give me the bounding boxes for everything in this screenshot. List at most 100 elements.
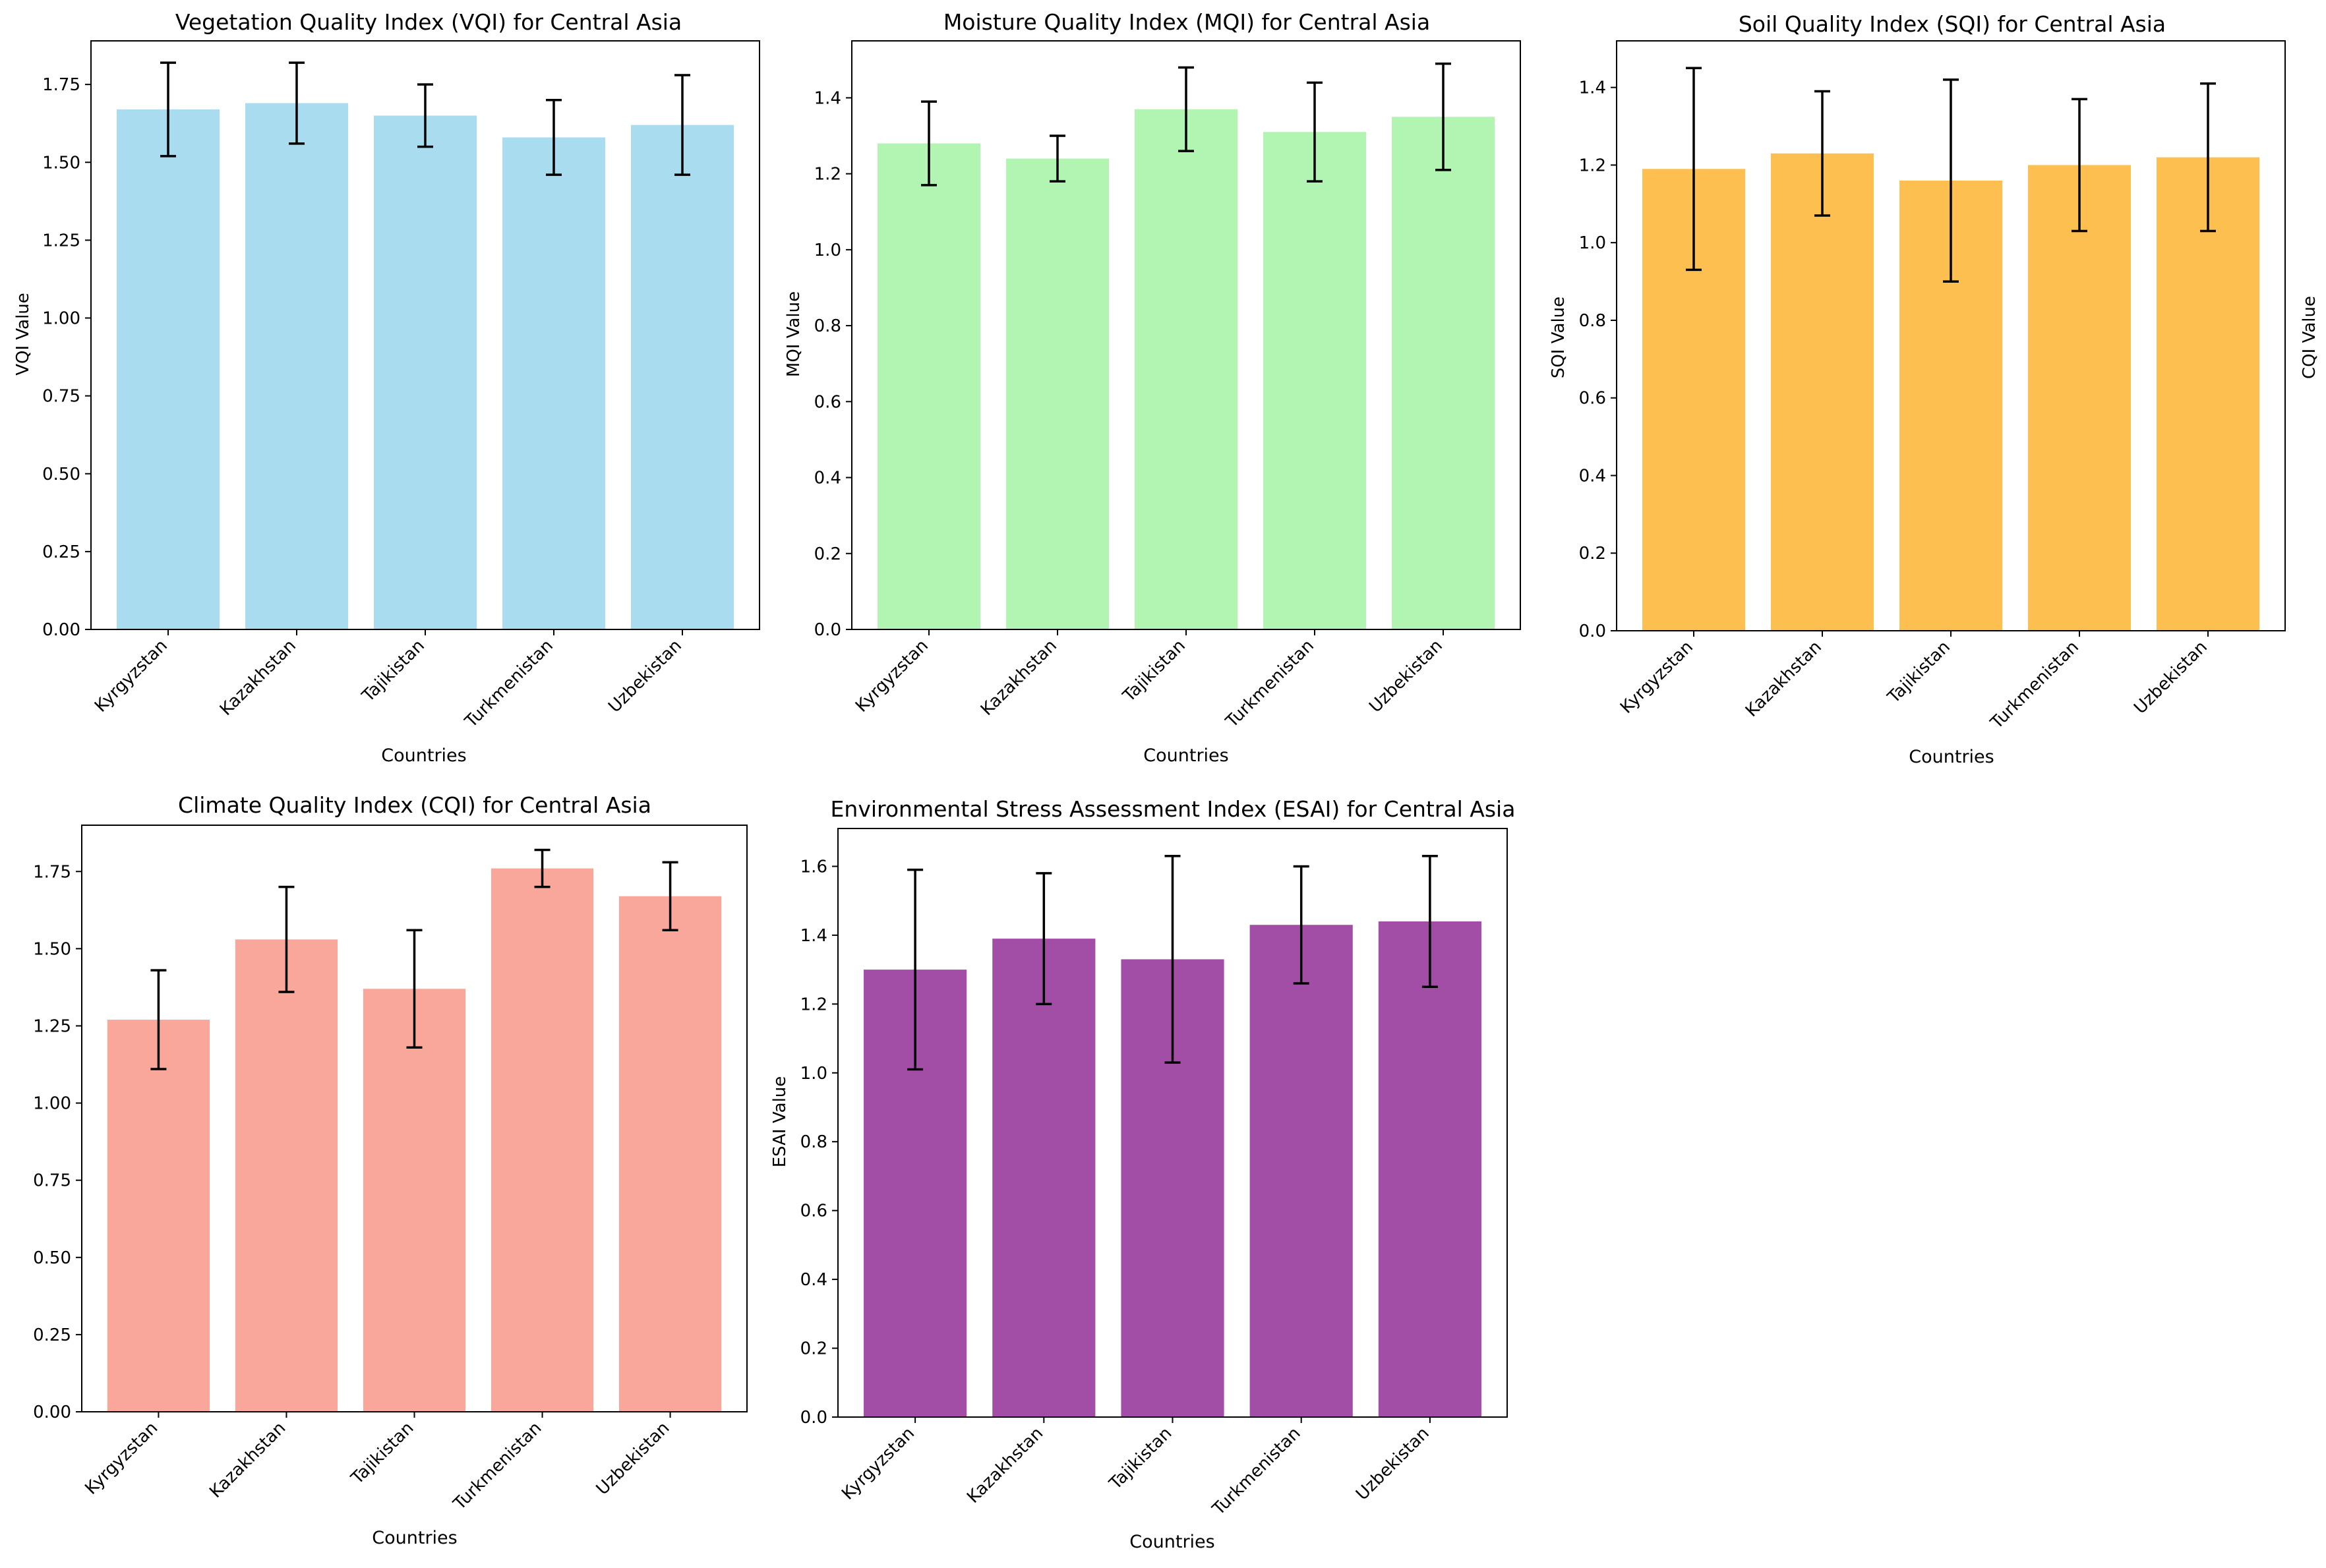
y-tick-label: 1.50 xyxy=(42,153,80,173)
y-axis-label: CQI Value xyxy=(2300,296,2319,379)
bar xyxy=(631,125,734,630)
plot-area: 0.000.250.500.751.001.251.501.75Kyrgyzst… xyxy=(42,40,760,732)
y-tick-label: 1.2 xyxy=(1579,156,1606,175)
error-bar xyxy=(2072,98,2087,233)
error-bar xyxy=(907,868,924,1071)
bar xyxy=(1771,153,1874,631)
x-axis-label: Countries xyxy=(1129,1532,1214,1552)
error-bar xyxy=(150,969,167,1070)
error-bar xyxy=(1050,134,1065,183)
error-bar xyxy=(1164,855,1181,1064)
y-tick-label: 0.25 xyxy=(42,542,80,562)
y-axis-label: ESAI Value xyxy=(770,1076,790,1168)
y-axis-label: MQI Value xyxy=(784,291,804,377)
bar xyxy=(245,103,348,629)
y-tick-label: 0.50 xyxy=(42,465,80,484)
bar xyxy=(878,143,980,630)
y-tick-label: 0.8 xyxy=(1579,311,1606,331)
error-bar xyxy=(406,929,423,1049)
error-bar xyxy=(1178,66,1194,152)
error-bar xyxy=(2200,82,2216,233)
y-tick-label: 1.25 xyxy=(42,231,80,250)
chart-title: Vegetation Quality Index (VQI) for Centr… xyxy=(175,9,682,35)
error-bar xyxy=(534,848,551,888)
chart-title: Environmental Stress Assessment Index (E… xyxy=(831,796,1516,822)
y-tick-label: 1.4 xyxy=(814,88,841,108)
y-tick-label: 1.0 xyxy=(1579,233,1606,253)
y-tick-label: 0.00 xyxy=(42,620,80,640)
y-tick-label: 0.25 xyxy=(33,1325,71,1345)
bar xyxy=(2028,165,2131,631)
y-tick-label: 0.4 xyxy=(1579,466,1606,486)
y-tick-label: 0.00 xyxy=(33,1403,71,1422)
error-bar xyxy=(1293,865,1309,985)
error-bar xyxy=(921,100,937,187)
y-tick-label: 0.2 xyxy=(1579,544,1606,564)
y-tick-label: 1.00 xyxy=(42,309,80,329)
bar xyxy=(374,115,477,629)
bar xyxy=(363,989,466,1412)
y-tick-label: 1.2 xyxy=(800,995,827,1014)
error-bar xyxy=(1435,62,1451,171)
bar xyxy=(618,896,722,1412)
y-tick-label: 1.00 xyxy=(33,1094,71,1114)
y-tick-label: 0.0 xyxy=(800,1408,827,1428)
y-tick-label: 1.75 xyxy=(42,75,80,95)
y-tick-label: 1.0 xyxy=(800,1064,827,1084)
error-bar xyxy=(417,83,433,148)
bar xyxy=(1263,132,1366,629)
y-tick-label: 0.50 xyxy=(33,1248,71,1268)
x-axis-label: Countries xyxy=(1143,745,1228,766)
y-tick-label: 1.4 xyxy=(800,926,827,946)
y-tick-label: 1.50 xyxy=(33,939,71,959)
error-bar xyxy=(1307,81,1323,183)
y-tick-label: 0.6 xyxy=(1579,389,1606,409)
y-tick-label: 0.75 xyxy=(33,1171,71,1191)
error-bar xyxy=(662,861,678,932)
error-bar xyxy=(1814,90,1830,217)
y-tick-label: 0.8 xyxy=(800,1132,827,1152)
bar xyxy=(992,939,1096,1417)
y-tick-label: 0.8 xyxy=(814,316,841,336)
y-tick-label: 0.6 xyxy=(814,392,841,412)
chart-title: Climate Quality Index (CQI) for Central … xyxy=(178,792,651,818)
y-tick-label: 0.0 xyxy=(1579,622,1606,641)
y-axis-label: VQI Value xyxy=(13,293,33,376)
error-bar xyxy=(1421,855,1438,988)
error-bar xyxy=(1686,67,1702,272)
y-tick-label: 1.25 xyxy=(33,1016,71,1036)
bar xyxy=(1249,925,1353,1417)
y-tick-label: 0.4 xyxy=(814,469,841,488)
error-bar xyxy=(160,61,176,158)
bar xyxy=(107,1020,210,1412)
y-tick-label: 1.6 xyxy=(800,857,827,877)
bar xyxy=(1006,158,1109,630)
bar xyxy=(1135,109,1238,629)
y-tick-label: 0.0 xyxy=(814,620,841,640)
x-axis-label: Countries xyxy=(1909,747,1994,767)
bar xyxy=(1378,921,1481,1417)
x-axis-label: Countries xyxy=(381,745,466,766)
bar xyxy=(1392,117,1495,629)
bar xyxy=(2157,157,2259,631)
bar xyxy=(117,109,220,629)
error-bar xyxy=(289,61,305,145)
error-bar xyxy=(278,885,295,993)
y-tick-label: 1.4 xyxy=(1579,78,1606,98)
error-bar xyxy=(674,74,690,176)
y-tick-label: 0.2 xyxy=(814,544,841,564)
y-tick-label: 0.2 xyxy=(800,1339,827,1359)
y-tick-label: 0.75 xyxy=(42,387,80,407)
y-axis-label: SQI Value xyxy=(1549,297,1568,378)
y-tick-label: 0.6 xyxy=(800,1202,827,1221)
chart-esai: Environmental Stress Assessment Index (E… xyxy=(770,796,1515,1552)
y-tick-label: 1.0 xyxy=(814,241,841,260)
x-axis-label: Countries xyxy=(372,1528,457,1548)
chart-title: Soil Quality Index (SQI) for Central Asi… xyxy=(1739,11,2166,37)
chart-title: Moisture Quality Index (MQI) for Central… xyxy=(943,9,1430,35)
y-tick-label: 1.2 xyxy=(814,165,841,185)
error-bar xyxy=(1036,872,1052,1006)
